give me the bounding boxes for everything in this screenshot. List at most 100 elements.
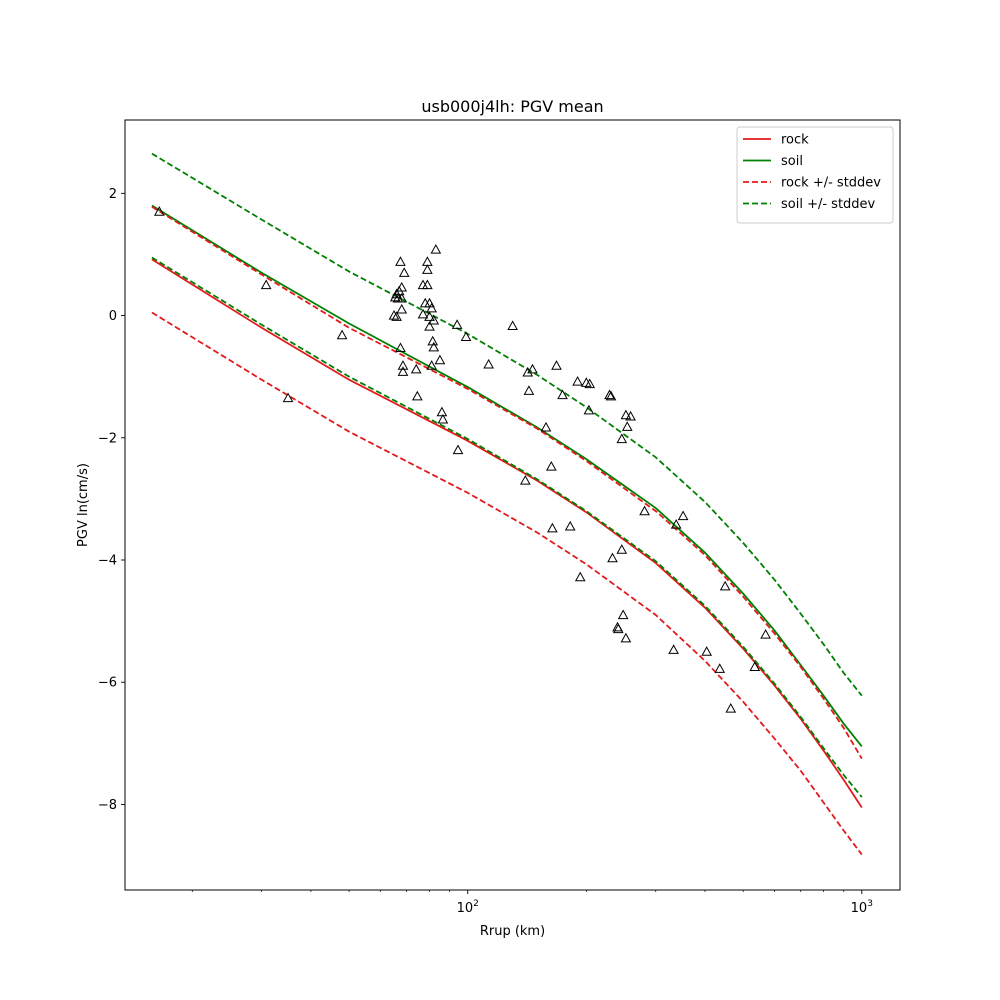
observation-marker [395,342,406,353]
observation-marker [430,244,442,254]
observation-marker [437,413,449,424]
observation-marker [604,389,615,400]
observation-marker [617,609,629,620]
series-line-soil-stddev-lower [151,256,863,798]
y-tick-label: 0 [109,309,117,324]
observation-marker [424,311,435,321]
observation-marker [391,288,402,299]
observation-marker [574,571,586,582]
observation-marker [522,366,534,377]
observation-marker [612,623,624,634]
observation-marker [719,580,731,591]
observation-marker [426,360,438,370]
observation-marker [397,360,409,370]
y-tick-label: 2 [109,187,117,202]
observation-marker [398,267,410,277]
series-line-rock-stddev-lower [151,311,863,856]
observation-marker [583,404,595,415]
observation-marker [714,663,726,673]
observation-marker [564,520,576,531]
series-line-rock-stddev [151,206,863,760]
legend: rock soil rock +/- stddev soil +/- stddev [736,126,894,224]
observation-marker [411,390,423,401]
x-axis-label: Rrup (km) [480,924,545,939]
y-axis: 2 0 −2 −4 −6 −8 [98,187,125,813]
observation-marker [391,311,402,321]
observation-marker [749,661,761,672]
observation-marker [397,366,409,376]
plot-area [124,119,901,891]
observation-marker [540,421,552,432]
observation-marker [507,320,518,331]
observation-marker [428,314,440,325]
observation-marker [584,378,596,389]
observation-marker [621,421,633,431]
y-tick-label: −8 [98,798,117,813]
plot-background [125,120,900,890]
observation-layer [153,206,771,713]
observation-marker [153,206,165,216]
observation-marker [396,303,408,314]
observation-marker [572,376,583,386]
observation-marker [434,354,446,365]
observation-marker [725,702,737,713]
observation-marker [396,281,408,292]
legend-box [736,126,894,224]
observation-marker [668,644,679,654]
x-tick-label: 102 [457,899,479,916]
observation-marker [677,510,689,521]
observation-marker [557,389,568,400]
y-tick-label: −6 [98,676,117,691]
observation-marker [388,310,400,320]
legend-label: rock [781,133,809,148]
legend-label: soil [781,154,803,169]
x-axis: 102 103 [191,890,873,916]
observation-marker [424,321,435,331]
observation-marker [396,292,408,303]
observation-marker [551,360,562,370]
y-axis-label: PGV ln(cm/s) [76,463,91,547]
x-tick-label: 103 [851,899,873,916]
observation-marker [607,552,618,563]
observation-marker [605,390,617,401]
legend-label: rock +/- stddev [781,176,881,191]
legend-label: soil +/- stddev [781,197,876,212]
observation-marker [460,331,472,342]
observation-marker [260,279,272,290]
observation-marker [523,385,535,395]
observation-marker [451,319,463,329]
observation-marker [616,544,628,554]
observation-marker [428,341,440,352]
observation-marker [620,409,632,420]
curve-layer [151,152,863,856]
plot-frame [124,119,901,891]
observation-marker [282,392,294,403]
observation-marker [422,279,433,290]
chart-title: usb000j4lh: PGV mean [421,97,603,116]
observation-marker [426,302,438,313]
observation-marker [483,358,494,369]
observation-marker [395,256,406,266]
observation-marker [545,460,557,471]
observation-marker [670,519,682,529]
observation-marker [701,646,713,656]
observation-marker [616,433,628,444]
observation-marker [639,505,650,516]
y-tick-label: −4 [98,554,117,569]
observation-marker [527,363,538,374]
observation-marker [452,444,464,455]
observation-marker [417,308,429,319]
observation-marker [410,363,422,374]
observation-marker [760,629,771,639]
observation-marker [422,264,433,274]
observation-marker [547,522,558,533]
observation-marker [422,256,433,266]
y-tick-label: −2 [98,431,117,446]
observation-marker [625,410,636,421]
observation-marker [620,632,632,643]
series-line-rock [151,258,863,808]
series-line-soil [151,204,863,747]
observation-marker [519,475,531,485]
series-line-soil-stddev [151,152,863,697]
